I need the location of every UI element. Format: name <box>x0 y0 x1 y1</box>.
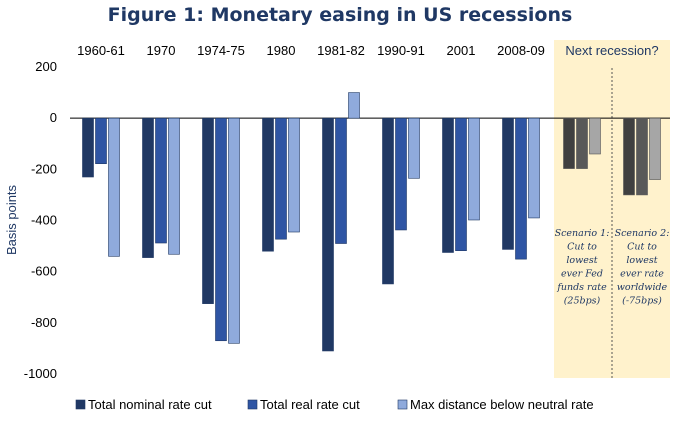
bars <box>82 92 661 352</box>
legend-swatch <box>247 399 258 410</box>
bar-total-nominal-rate-cut-1990-91 <box>382 117 394 285</box>
bar-max-distance-below-neutral-rate-1960-61 <box>108 117 120 257</box>
legend-swatch <box>397 399 408 410</box>
category-label: 1980 <box>267 43 296 58</box>
category-labels: 1960-61 1970 1974-75 1980 1981-82 1990-91 2001… <box>77 43 669 307</box>
category-label: 1990-91 <box>377 43 425 58</box>
bar-total-nominal-rate-cut-1970 <box>142 117 154 258</box>
legend-label: Max distance below neutral rate <box>410 397 594 412</box>
scenario-1-note: Cut to <box>567 242 597 253</box>
category-label: 1960-61 <box>77 43 125 58</box>
bar-max-distance-below-neutral-rate-2008-09 <box>528 117 540 219</box>
scenario-2-note: ever rate <box>620 269 664 280</box>
bar-max-distance-below-neutral-rate-1990-91 <box>408 117 420 179</box>
scenario-1-bar <box>563 117 575 169</box>
next-recession-band <box>554 40 670 378</box>
legend-swatch <box>75 399 86 410</box>
scenario-1-note: (25bps) <box>564 296 601 307</box>
scenario-2-bar <box>636 117 648 196</box>
next-recession-label: Next recession? <box>565 43 658 58</box>
scenario-2-note: Scenario 2: <box>615 228 670 239</box>
bar-max-distance-below-neutral-rate-1974-75 <box>228 117 240 344</box>
bar-total-nominal-rate-cut-1960-61 <box>82 117 94 178</box>
y-tick-label: 0 <box>50 110 57 125</box>
y-tick-label: -800 <box>31 315 57 330</box>
bar-total-real-rate-cut-1960-61 <box>95 117 107 165</box>
bar-total-real-rate-cut-1980 <box>275 117 287 240</box>
y-tick-label: -400 <box>31 213 57 228</box>
chart-title: Figure 1: Monetary easing in US recessio… <box>108 4 573 26</box>
bar-max-distance-below-neutral-rate-2001 <box>468 117 480 221</box>
category-label: 2008-09 <box>497 43 545 58</box>
scenario-1-note: lowest <box>566 255 597 266</box>
scenario-2-note: worldwide <box>617 282 668 293</box>
legend: Total nominal rate cut Total real rate cu… <box>75 397 594 412</box>
bar-total-nominal-rate-cut-2008-09 <box>502 117 514 250</box>
bar-total-real-rate-cut-2001 <box>455 117 467 251</box>
scenario-1-bar <box>589 117 601 155</box>
category-label: 2001 <box>447 43 476 58</box>
scenario-1-note: Scenario 1: <box>555 228 610 239</box>
y-tick-label: -1000 <box>24 366 57 381</box>
scenario-1-bar <box>576 117 588 169</box>
bar-max-distance-below-neutral-rate-1980 <box>288 117 300 233</box>
scenario-1-note: ever Fed <box>561 269 603 280</box>
y-axis-label: Basis points <box>4 184 19 255</box>
bar-total-real-rate-cut-1990-91 <box>395 117 407 231</box>
category-label: 1970 <box>147 43 176 58</box>
bar-total-nominal-rate-cut-1980 <box>262 117 274 252</box>
scenario-2-bar <box>649 117 661 180</box>
bar-max-distance-below-neutral-rate-1981-82 <box>348 92 360 119</box>
bar-total-real-rate-cut-1974-75 <box>215 117 227 342</box>
scenario-2-note: lowest <box>626 255 657 266</box>
category-label: 1974-75 <box>197 43 245 58</box>
scenario-2-note: Cut to <box>627 242 657 253</box>
scenario-1-note: funds rate <box>556 282 607 293</box>
y-tick-label: -600 <box>31 264 57 279</box>
bar-total-nominal-rate-cut-1981-82 <box>322 117 334 352</box>
legend-label: Total nominal rate cut <box>88 397 212 412</box>
bar-total-real-rate-cut-1981-82 <box>335 117 347 244</box>
bar-max-distance-below-neutral-rate-1970 <box>168 117 180 255</box>
scenario-2-bar <box>623 117 635 196</box>
y-tick-label: -200 <box>31 161 57 176</box>
bar-total-real-rate-cut-1970 <box>155 117 167 244</box>
scenario-2-note: (-75bps) <box>622 296 662 307</box>
bar-total-real-rate-cut-2008-09 <box>515 117 527 260</box>
bar-total-nominal-rate-cut-1974-75 <box>202 117 214 304</box>
y-tick-label: 200 <box>35 59 57 74</box>
bar-total-nominal-rate-cut-2001 <box>442 117 454 253</box>
legend-label: Total real rate cut <box>260 397 360 412</box>
category-label: 1981-82 <box>317 43 365 58</box>
